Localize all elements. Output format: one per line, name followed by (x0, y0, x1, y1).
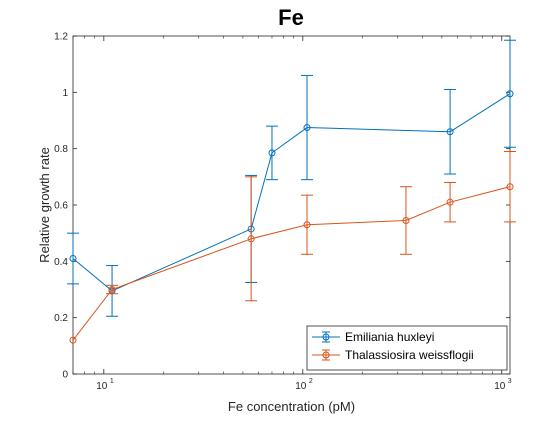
y-tick-label: 1 (62, 88, 68, 99)
data-point (69, 255, 77, 263)
data-point (268, 149, 276, 157)
y-tick-label: 1.2 (54, 32, 68, 43)
x-tick-label: 10 (96, 381, 108, 392)
chart-title: Fe (278, 5, 304, 30)
data-point (446, 128, 454, 136)
x-tick-label: 10 (295, 381, 307, 392)
legend-box (306, 325, 508, 371)
legend-entries: Emiliania huxleyi Thalassiosira weissflog… (312, 330, 474, 362)
y-tick-label: 0 (62, 370, 68, 381)
series-1 (69, 150, 516, 344)
y-axis-label: Relative growth rate (37, 147, 52, 263)
data-point (402, 216, 410, 224)
x-axis-label: Fe concentration (pM) (228, 399, 355, 414)
data-point (247, 235, 255, 243)
data-point (303, 221, 311, 229)
y-tick-label: 0.6 (54, 201, 68, 212)
y-tick-label: 0.8 (54, 144, 68, 155)
data-point (506, 90, 514, 98)
y-axis: 0 0.2 0.4 0.6 0.8 1 1.2 (54, 32, 510, 381)
data-point (69, 336, 77, 344)
plot-area (72, 35, 511, 375)
data-point (303, 124, 311, 132)
x-tick-label-exponent: 3 (508, 378, 512, 385)
legend-swatch-marker (322, 351, 330, 359)
legend-label: Emiliania huxleyi (345, 330, 434, 344)
x-axis: 10 1 10 2 10 3 (72, 36, 512, 392)
y-tick-label: 0.2 (54, 313, 68, 324)
legend-entry: Thalassiosira weissflogii (312, 348, 474, 362)
x-tick-label: 10 (494, 381, 506, 392)
x-tick-label-exponent: 2 (309, 378, 313, 385)
legend-swatch-marker (322, 333, 330, 341)
data-point (108, 286, 116, 293)
data-point (446, 198, 454, 206)
legend-label: Thalassiosira weissflogii (345, 348, 474, 362)
y-tick-label: 0.4 (54, 257, 68, 268)
data-point (506, 183, 514, 191)
legend-entry: Emiliania huxleyi (312, 330, 434, 344)
legend: Emiliania huxleyi Thalassiosira weissflog… (306, 325, 508, 371)
series-layer (67, 39, 516, 344)
x-tick-label-exponent: 1 (110, 378, 114, 385)
